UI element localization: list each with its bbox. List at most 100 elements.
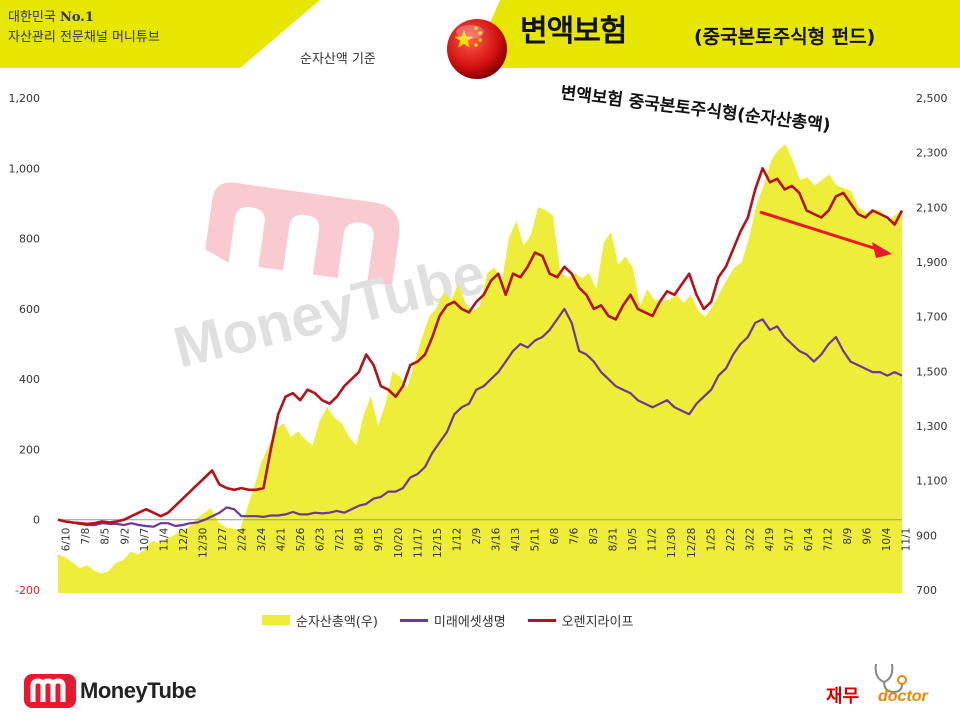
series-line-orange: [57, 167, 904, 526]
x-tick-label: 8/18: [354, 528, 366, 552]
x-tick-label: 4/13: [510, 528, 522, 552]
right-tick-label: 1,100: [916, 475, 948, 488]
x-tick-label: 7/12: [823, 528, 835, 552]
right-tick-label: 1,900: [916, 256, 948, 269]
left-tick-label: 0: [33, 514, 40, 527]
x-tick-label: 7/21: [334, 528, 346, 552]
x-tick-label: 8/5: [100, 528, 112, 545]
jaemu-logo-text: 재무: [826, 686, 860, 707]
series-line-mirae: [57, 307, 903, 528]
left-axis: -200 0 200 400 600 800 1,000 1,200: [9, 92, 902, 597]
legend-item-orange: 오렌지라이프: [527, 611, 634, 630]
x-tick-label: 8/3: [588, 528, 600, 545]
doctor-logo-text: doctor: [878, 688, 928, 705]
x-tick-label: 6/8: [549, 528, 561, 545]
x-tick-label: 1/12: [451, 528, 463, 552]
header-accent-left: [0, 0, 320, 68]
right-tick-label: 2,100: [916, 201, 948, 214]
basis-note: 순자산액 기준: [300, 52, 376, 67]
x-tick-label: 2/9: [471, 528, 483, 545]
x-tick-label: 10/20: [393, 528, 405, 558]
x-tick-label: 12/30: [197, 528, 209, 558]
x-tick-label: 6/10: [61, 528, 73, 552]
x-tick-label: 8/31: [608, 528, 620, 552]
x-tick-label: 9/15: [373, 528, 385, 552]
legend-label: 오렌지라이프: [561, 614, 634, 630]
x-tick-label: 10/7: [139, 528, 151, 552]
header-accent-right: [470, 0, 960, 68]
x-tick-label: 11/1: [901, 528, 913, 552]
x-tick-label: 3/24: [256, 527, 268, 551]
x-tick-label: 12/28: [686, 528, 698, 558]
x-tick-label: 11/30: [666, 528, 678, 558]
x-tick-label: 4/19: [764, 528, 776, 552]
x-tick-label: 7/8: [80, 528, 92, 545]
page-title: 변액보험: [520, 14, 627, 49]
right-tick-label: 2,500: [916, 92, 948, 105]
left-tick-label: -200: [15, 584, 40, 597]
legend-item-mirae: 미래에셋생명: [399, 611, 506, 630]
header: 대한민국 No.1 자산관리 전문채널 머니튜브 순자산액 기준 변액보험 (중…: [0, 0, 960, 79]
right-tick-label: 700: [916, 584, 937, 597]
area-series-layer: [58, 144, 902, 593]
moneytube-logo-icon: [24, 674, 76, 708]
x-tick-label: 5/26: [295, 527, 307, 551]
left-tick-label: 1,200: [9, 92, 41, 105]
series-area-net-assets: [58, 144, 902, 593]
x-tick-label: 1/27: [217, 528, 229, 552]
x-tick-label: 12/2: [178, 528, 190, 552]
legend-swatch-line: [527, 618, 556, 622]
legend-label: 순자산총액(우): [296, 614, 378, 630]
x-tick-label: 1/25: [705, 528, 717, 552]
jaemu-doctor-logo: 재무 doctor: [822, 660, 952, 712]
left-tick-label: 800: [19, 233, 40, 246]
x-tick-label: 11/2: [647, 528, 659, 552]
china-flag-icon: [447, 19, 507, 79]
trend-arrow-line: [759, 210, 881, 252]
legend-swatch-line: [399, 618, 428, 622]
legend-label: 미래에셋생명: [433, 614, 506, 630]
x-tick-label: 12/15: [432, 528, 444, 558]
channel-tagline: 대한민국 No.1: [8, 10, 94, 25]
left-tick-label: 200: [19, 443, 40, 456]
right-tick-label: 2,300: [916, 147, 948, 160]
x-tick-label: 11/4: [158, 527, 170, 551]
x-tick-label: 5/17: [783, 528, 795, 552]
trend-arrow-head: [872, 242, 892, 258]
x-axis: 6/10 7/8 8/5 9/2 10/7 11/4 12/2 12/30 1/27 2/24 3/…: [61, 527, 913, 558]
x-tick-label: 4/21: [276, 528, 288, 552]
x-tick-label: 10/5: [627, 528, 639, 552]
x-tick-label: 2/22: [725, 528, 737, 552]
page-subtitle: (중국본토주식형 펀드): [694, 26, 876, 48]
right-tick-label: 1,300: [916, 420, 948, 433]
left-tick-label: 400: [19, 373, 40, 386]
x-tick-label: 5/11: [530, 528, 542, 552]
x-tick-label: 6/23: [315, 528, 327, 552]
legend: 순자산총액(우) 미래에셋생명 오렌지라이프: [262, 610, 655, 630]
right-axis: 700 900 1,100 1,300 1,500 1,700 1,900 2,100 2,30…: [916, 92, 948, 597]
x-tick-label: 6/14: [803, 527, 815, 551]
x-tick-label: 11/17: [412, 528, 424, 558]
channel-name: 자산관리 전문채널 머니튜브: [8, 30, 160, 45]
x-tick-label: 9/6: [862, 527, 874, 544]
legend-item-nav: 순자산총액(우): [262, 611, 378, 630]
x-tick-label: 9/2: [119, 528, 131, 545]
moneytube-logo: MoneyTube: [24, 672, 197, 710]
stethoscope-icon: [874, 663, 907, 694]
x-tick-label: 3/22: [744, 528, 756, 552]
right-tick-label: 1,500: [916, 365, 948, 378]
moneytube-logo-text: MoneyTube: [80, 678, 197, 703]
x-tick-label: 3/16: [490, 527, 502, 551]
annotation-text: 변액보험 중국본토주식형(순자산총액): [559, 82, 831, 136]
x-tick-label: 2/24: [236, 527, 248, 551]
line-series-layer: [57, 167, 904, 528]
left-tick-label: 600: [19, 303, 40, 316]
left-tick-label: 1,000: [9, 162, 41, 175]
right-tick-label: 900: [916, 529, 937, 542]
x-tick-label: 10/4: [881, 527, 893, 551]
right-tick-label: 1,700: [916, 311, 948, 324]
legend-swatch-area: [262, 615, 290, 625]
x-tick-label: 8/9: [842, 528, 854, 545]
x-tick-label: 7/6: [569, 527, 581, 544]
